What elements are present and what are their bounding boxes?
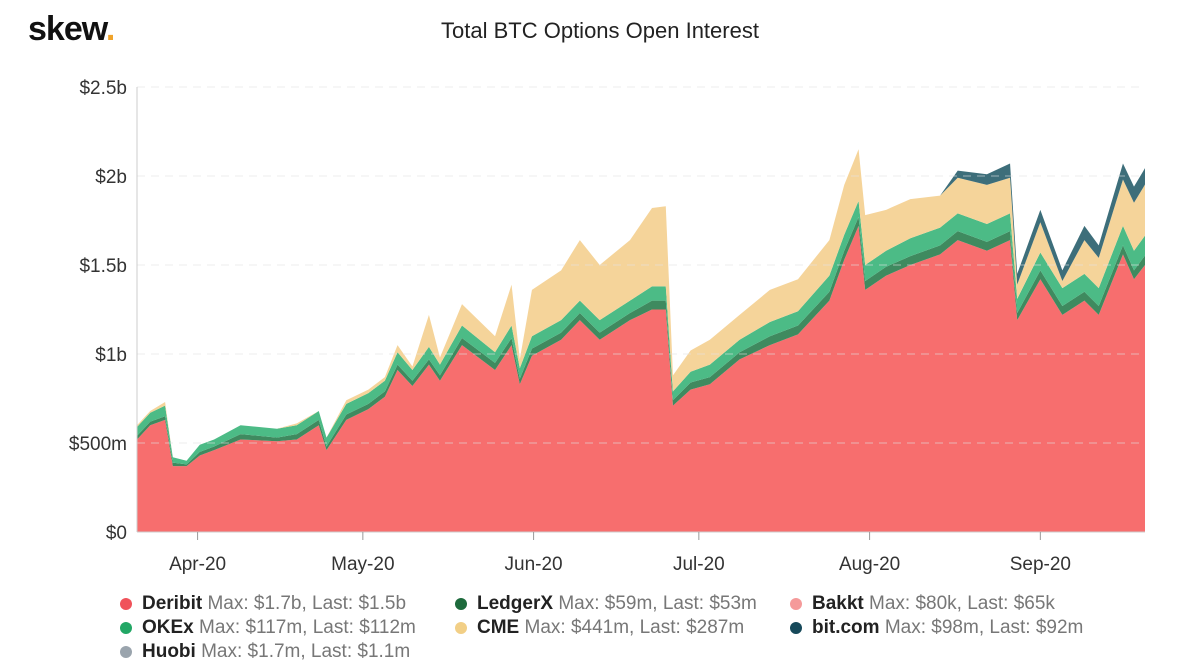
legend-item-huobi[interactable]: Huobi Max: $1.7m, Last: $1.1m bbox=[120, 640, 410, 664]
legend-item-bakkt[interactable]: Bakkt Max: $80k, Last: $65k bbox=[790, 592, 1055, 616]
legend-name: CME bbox=[477, 617, 520, 638]
legend-name: Bakkt bbox=[812, 593, 864, 614]
y-tick-label: $1b bbox=[95, 345, 127, 366]
legend-item-okex[interactable]: OKEx Max: $117m, Last: $112m bbox=[120, 616, 416, 640]
y-tick-label: $2.5b bbox=[79, 78, 127, 99]
skew-logo: skew. bbox=[28, 10, 116, 49]
x-tick-label: Jun-20 bbox=[505, 554, 563, 575]
legend-dot-icon bbox=[120, 597, 132, 610]
x-tick-label: May-20 bbox=[331, 554, 394, 575]
legend-dot-icon bbox=[790, 597, 802, 610]
legend-item-ledgerx[interactable]: LedgerX Max: $59m, Last: $53m bbox=[455, 592, 757, 616]
x-tick-label: Aug-20 bbox=[839, 554, 900, 575]
y-tick-label: $2b bbox=[95, 167, 127, 188]
legend-stats: Max: $59m, Last: $53m bbox=[558, 593, 757, 614]
legend-item-deribit[interactable]: Deribit Max: $1.7b, Last: $1.5b bbox=[120, 592, 406, 616]
legend-stats: Max: $117m, Last: $112m bbox=[199, 617, 416, 638]
legend-item-bitcom[interactable]: bit.com Max: $98m, Last: $92m bbox=[790, 616, 1083, 640]
legend-stats: Max: $1.7b, Last: $1.5b bbox=[207, 593, 407, 614]
x-tick-label: Jul-20 bbox=[673, 554, 725, 575]
logo-dot: . bbox=[105, 10, 116, 48]
area-cme bbox=[137, 149, 1145, 461]
plot-area: $0 $500m $1b $1.5b $2b $2.5b Apr-20 May-20 Jun-2… bbox=[69, 78, 1145, 575]
y-tick-label: $0 bbox=[106, 523, 127, 544]
y-tick-label: $500m bbox=[69, 434, 127, 455]
y-tick-label: $1.5b bbox=[79, 256, 127, 277]
legend-name: bit.com bbox=[812, 617, 880, 638]
legend-dot-icon bbox=[790, 621, 802, 634]
legend-dot-icon bbox=[455, 621, 467, 634]
legend-stats: Max: $98m, Last: $92m bbox=[884, 617, 1084, 638]
logo-text: skew bbox=[28, 10, 107, 48]
legend-item-cme[interactable]: CME Max: $441m, Last: $287m bbox=[455, 616, 744, 640]
legend-dot-icon bbox=[120, 645, 132, 658]
x-tick-label: Sep-20 bbox=[1010, 554, 1071, 575]
legend-dot-icon bbox=[120, 621, 132, 634]
legend-stats: Max: $1.7m, Last: $1.1m bbox=[201, 641, 411, 662]
legend-name: Huobi bbox=[142, 641, 196, 662]
x-tick-label: Apr-20 bbox=[169, 554, 226, 575]
legend-dot-icon bbox=[455, 597, 467, 610]
area-deribit bbox=[137, 225, 1145, 532]
legend-name: LedgerX bbox=[477, 593, 554, 614]
legend-stats: Max: $441m, Last: $287m bbox=[524, 617, 745, 638]
legend-name: OKEx bbox=[142, 617, 194, 638]
legend-name: Deribit bbox=[142, 593, 203, 614]
legend-stats: Max: $80k, Last: $65k bbox=[869, 593, 1055, 614]
chart-title: Total BTC Options Open Interest bbox=[441, 18, 759, 43]
